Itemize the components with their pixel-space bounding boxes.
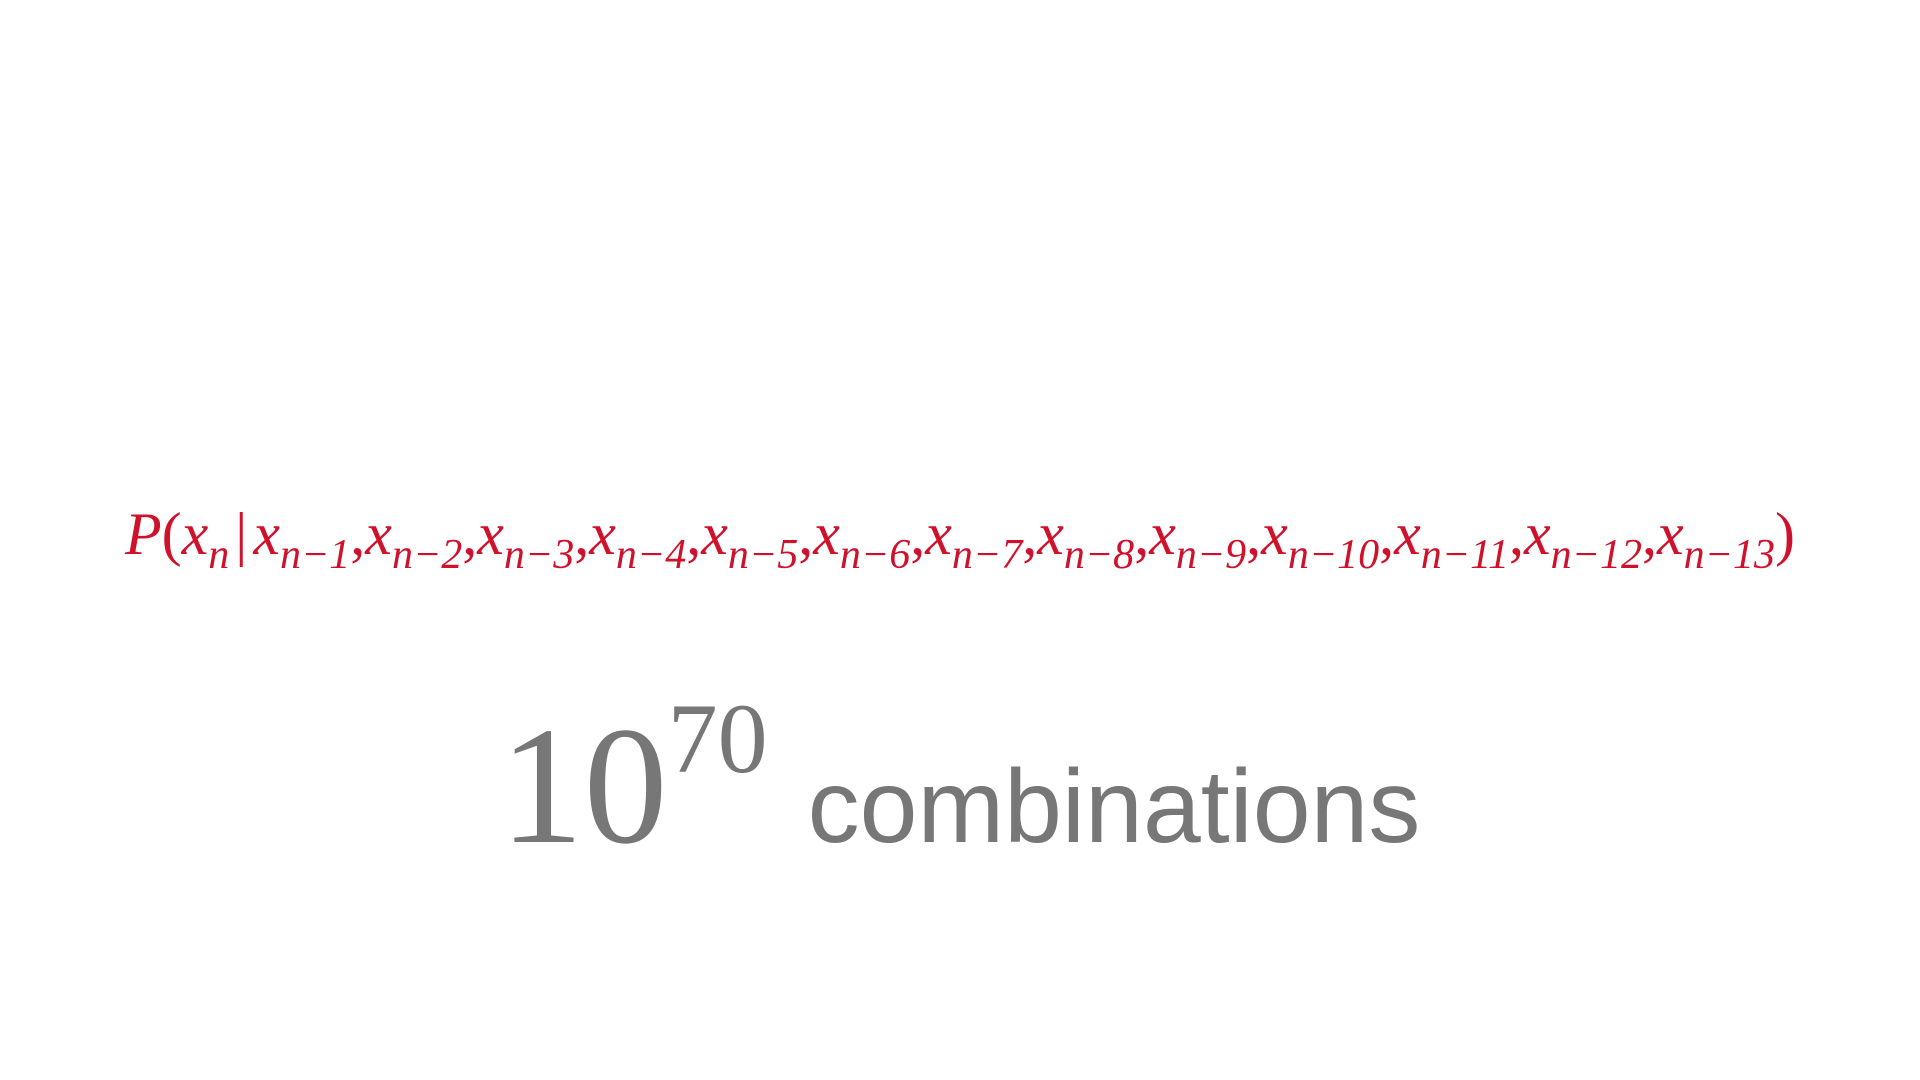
subscript: n−10	[1287, 532, 1380, 578]
subscript: n−5	[727, 532, 799, 578]
separator: ,	[350, 501, 366, 567]
subscript: n	[208, 532, 230, 578]
subscript: n−13	[1683, 532, 1775, 578]
separator: ,	[1642, 501, 1658, 567]
subscript: n−2	[391, 532, 463, 578]
subscript: n−8	[1063, 532, 1135, 578]
subscript: n−12	[1550, 532, 1643, 578]
separator: ,	[686, 501, 702, 567]
combination-count: 10 70 combinations	[0, 683, 1920, 883]
subscript: n−1	[279, 532, 351, 578]
subscript: n−11	[1420, 532, 1510, 578]
separator: ,	[574, 501, 590, 567]
condition-term: xn−4	[589, 500, 686, 578]
subscript: n−3	[503, 532, 575, 578]
given-bar: |	[235, 501, 248, 567]
separator: ,	[1509, 501, 1525, 567]
separator: ,	[1379, 501, 1395, 567]
condition-term: xn−11	[1394, 500, 1509, 578]
variable: x	[365, 501, 392, 567]
condition-term: xn−3	[477, 500, 574, 578]
variable: x	[813, 501, 840, 567]
condition-term: xn−7	[925, 500, 1022, 578]
variable: x	[1657, 501, 1684, 567]
count-base: 10	[499, 693, 668, 879]
variable: x	[1149, 501, 1176, 567]
variable: x	[701, 501, 728, 567]
subscript: n−6	[839, 532, 911, 578]
condition-term: xn−13	[1657, 500, 1775, 578]
subscript: n−9	[1175, 532, 1247, 578]
variable: x	[1261, 501, 1288, 567]
condition-term: xn−6	[813, 500, 910, 578]
variable: x	[253, 501, 280, 567]
separator: ,	[1134, 501, 1150, 567]
separator: ,	[798, 501, 814, 567]
separator: ,	[1246, 501, 1262, 567]
variable: x	[589, 501, 616, 567]
separator: ,	[910, 501, 926, 567]
count-unit: combinations	[807, 749, 1421, 865]
subscript: n−4	[615, 532, 687, 578]
condition-term: xn−8	[1037, 500, 1134, 578]
condition-term: xn−5	[701, 500, 798, 578]
variable: x	[925, 501, 952, 567]
target-term: xn	[181, 500, 230, 578]
open-paren: (	[161, 501, 182, 567]
variable: x	[477, 501, 504, 567]
close-paren: )	[1775, 501, 1795, 567]
subscript: n−7	[951, 532, 1023, 578]
separator: ,	[1022, 501, 1038, 567]
separator: ,	[462, 501, 478, 567]
condition-term: xn−1	[253, 500, 350, 578]
variable: x	[1394, 501, 1421, 567]
variable: x	[1524, 501, 1551, 567]
variable: x	[1037, 501, 1064, 567]
condition-term: xn−9	[1149, 500, 1246, 578]
count-exponent: 70	[667, 683, 768, 794]
formula: P(xn | xn−1, xn−2, xn−3, xn−4, xn−5, xn−6, xn−7,…	[0, 500, 1920, 578]
variable: x	[181, 501, 209, 567]
condition-term: xn−10	[1261, 500, 1379, 578]
condition-term: xn−12	[1524, 500, 1642, 578]
function-name: P	[125, 501, 162, 567]
condition-term: xn−2	[365, 500, 462, 578]
